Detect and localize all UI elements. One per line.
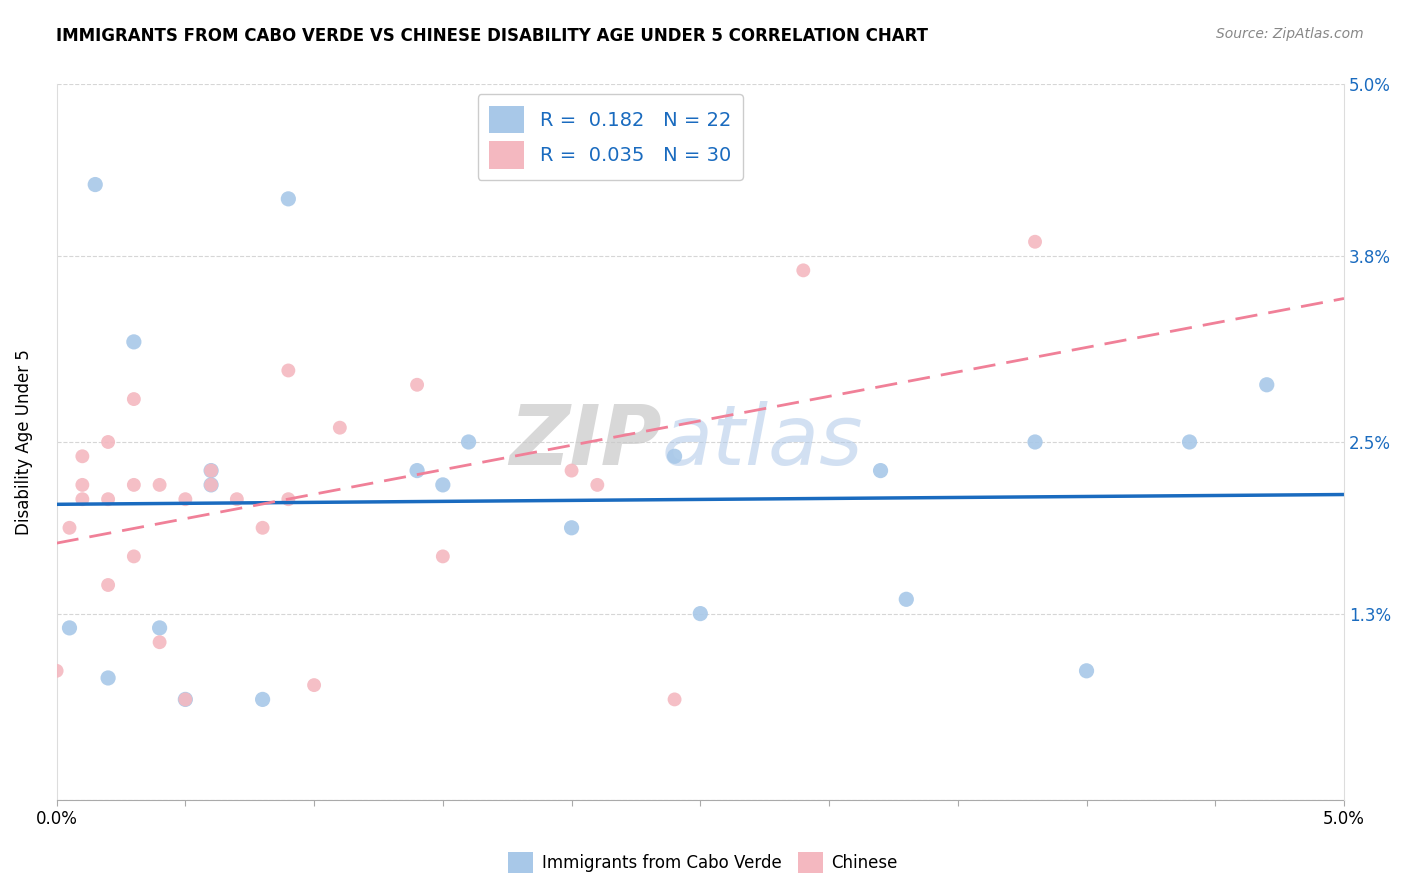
- Point: [97, 434, 120, 449]
- Point: [58, 521, 80, 535]
- Point: [277, 492, 299, 507]
- Point: [122, 549, 145, 564]
- Point: [174, 692, 197, 706]
- Point: [252, 521, 274, 535]
- Point: [122, 392, 145, 406]
- Point: [252, 692, 274, 706]
- Point: [896, 592, 918, 607]
- Point: [174, 492, 197, 507]
- Point: [664, 692, 686, 706]
- Point: [432, 549, 454, 564]
- Point: [689, 607, 711, 621]
- Point: [97, 578, 120, 592]
- Point: [277, 363, 299, 377]
- Point: [1024, 235, 1046, 249]
- Point: [58, 621, 80, 635]
- Point: [302, 678, 325, 692]
- Point: [122, 478, 145, 492]
- Point: [72, 478, 94, 492]
- Text: atlas: atlas: [662, 401, 863, 483]
- Point: [72, 492, 94, 507]
- Point: [149, 478, 172, 492]
- Point: [200, 478, 222, 492]
- Point: [1256, 377, 1278, 392]
- Point: [225, 492, 247, 507]
- Point: [97, 671, 120, 685]
- Point: [457, 434, 479, 449]
- Point: [792, 263, 814, 277]
- Point: [84, 178, 107, 192]
- Text: IMMIGRANTS FROM CABO VERDE VS CHINESE DISABILITY AGE UNDER 5 CORRELATION CHART: IMMIGRANTS FROM CABO VERDE VS CHINESE DI…: [56, 27, 928, 45]
- Point: [174, 692, 197, 706]
- Point: [869, 464, 891, 478]
- Y-axis label: Disability Age Under 5: Disability Age Under 5: [15, 349, 32, 535]
- Text: ZIP: ZIP: [509, 401, 662, 483]
- Text: Source: ZipAtlas.com: Source: ZipAtlas.com: [1216, 27, 1364, 41]
- Point: [1076, 664, 1098, 678]
- Point: [45, 664, 67, 678]
- Point: [586, 478, 609, 492]
- Point: [200, 478, 222, 492]
- Point: [149, 621, 172, 635]
- Point: [277, 192, 299, 206]
- Point: [72, 450, 94, 464]
- Point: [149, 635, 172, 649]
- Point: [329, 420, 352, 434]
- Point: [561, 464, 583, 478]
- Point: [97, 492, 120, 507]
- Point: [406, 464, 429, 478]
- Point: [122, 334, 145, 349]
- Point: [561, 521, 583, 535]
- Point: [200, 464, 222, 478]
- Point: [432, 478, 454, 492]
- Legend: Immigrants from Cabo Verde, Chinese: Immigrants from Cabo Verde, Chinese: [502, 846, 904, 880]
- Point: [664, 450, 686, 464]
- Point: [200, 464, 222, 478]
- Point: [1024, 434, 1046, 449]
- Legend: R =  0.182   N = 22, R =  0.035   N = 30: R = 0.182 N = 22, R = 0.035 N = 30: [478, 95, 742, 180]
- Point: [406, 377, 429, 392]
- Point: [1178, 434, 1201, 449]
